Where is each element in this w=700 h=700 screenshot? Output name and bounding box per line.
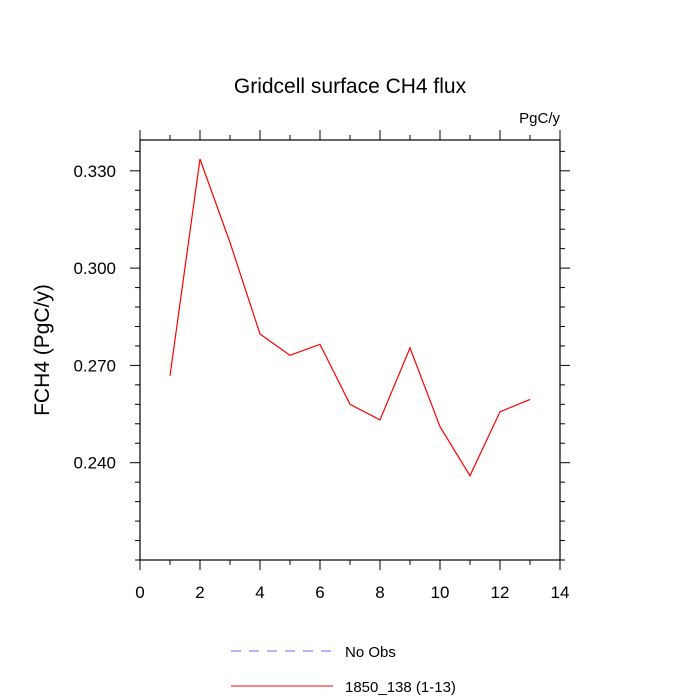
y-axis-label: FCH4 (PgC/y) <box>31 284 54 416</box>
x-tick-label: 0 <box>135 583 144 602</box>
x-tick-label: 12 <box>491 583 510 602</box>
legend-label: No Obs <box>345 644 396 661</box>
y-tick-label: 0.240 <box>73 454 116 473</box>
x-tick-label: 14 <box>551 583 570 602</box>
units-label: PgC/y <box>519 110 560 127</box>
series-group <box>169 158 531 477</box>
y-tick-label: 0.300 <box>73 259 116 278</box>
x-tick-label: 8 <box>375 583 384 602</box>
chart-title: Gridcell surface CH4 flux <box>234 75 467 98</box>
x-tick-label: 4 <box>255 583 264 602</box>
legend-label: 1850_138 (1-13) <box>345 679 456 696</box>
y-tick-label: 0.330 <box>73 162 116 181</box>
x-tick-label: 10 <box>431 583 450 602</box>
y-tick-labels: 0.240 0.270 0.300 0.330 <box>73 162 116 473</box>
axis-ticks <box>130 130 570 570</box>
y-tick-label: 0.270 <box>73 356 116 375</box>
x-tick-label: 6 <box>315 583 324 602</box>
legend: No Obs 1850_138 (1-13) <box>231 644 456 696</box>
plot-frame <box>139 139 561 561</box>
x-tick-labels: 0 2 4 6 8 10 12 14 <box>135 583 569 602</box>
series-line <box>169 158 531 477</box>
x-tick-label: 2 <box>195 583 204 602</box>
